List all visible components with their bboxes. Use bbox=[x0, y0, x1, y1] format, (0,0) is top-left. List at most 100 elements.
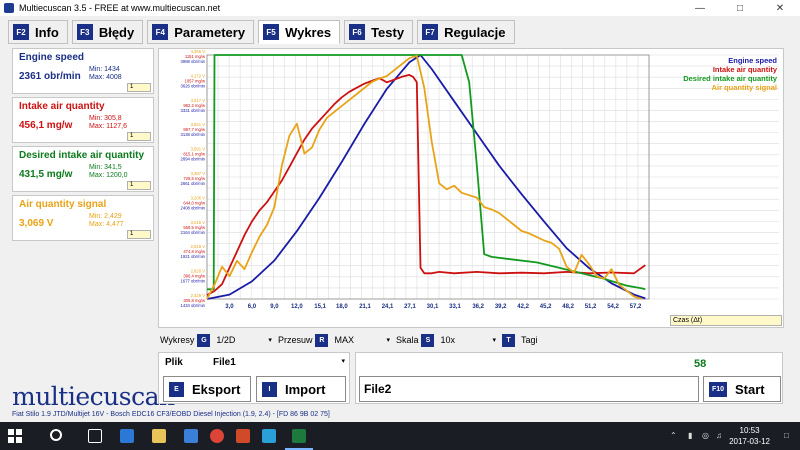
chrome-icon[interactable] bbox=[210, 429, 224, 443]
series-line bbox=[206, 54, 646, 300]
parameter-value: 456,1 mg/w bbox=[19, 120, 73, 131]
chevron-down-icon[interactable]: ▾ bbox=[268, 337, 272, 344]
wykresy-label: Wykresy bbox=[160, 335, 195, 345]
chevron-down-icon[interactable]: ▾ bbox=[386, 337, 390, 344]
parameter-scale-select[interactable]: 1 bbox=[127, 230, 151, 239]
title-bar: Multiecuscan 3.5 - FREE at www.multiecus… bbox=[0, 0, 800, 16]
x-tick-label: 51,2 bbox=[585, 304, 597, 310]
parameter-air-quantity-signal: Air quantity signal 3,069 V Min: 2,429 M… bbox=[12, 195, 154, 241]
notification-icon[interactable]: □ bbox=[784, 431, 789, 440]
tab-regulacje[interactable]: F7 Regulacje bbox=[417, 20, 515, 44]
edge-icon[interactable] bbox=[120, 429, 134, 443]
photos-icon[interactable] bbox=[262, 429, 276, 443]
cortana-icon[interactable] bbox=[50, 429, 62, 441]
y-tick-label: 2164 obr/min bbox=[181, 230, 206, 235]
network-icon[interactable]: ◎ bbox=[702, 431, 709, 440]
taskbar-clock[interactable]: 10:53 2017-03-12 bbox=[729, 425, 770, 447]
y-tick-label: 1677 obr/min bbox=[181, 279, 206, 284]
start-key: F10 bbox=[709, 381, 727, 397]
tab-info[interactable]: F2 Info bbox=[8, 20, 68, 44]
x-tick-label: 12,0 bbox=[291, 304, 303, 310]
parameter-name: Desired intake air quantity bbox=[19, 150, 145, 161]
y-tick-label: 897,7 mg/w bbox=[183, 127, 206, 132]
wykresy-key-button[interactable]: G bbox=[197, 333, 211, 347]
skala-key-button[interactable]: S bbox=[421, 333, 435, 347]
parameter-name: Intake air quantity bbox=[19, 101, 105, 112]
parameter-scale-select[interactable]: 1 bbox=[127, 132, 151, 141]
export-key: E bbox=[169, 381, 184, 397]
file-explorer-icon[interactable] bbox=[152, 429, 166, 443]
tab-label: Błędy bbox=[98, 24, 135, 40]
app-icon[interactable] bbox=[236, 429, 250, 443]
maximize-icon[interactable]: □ bbox=[736, 2, 744, 14]
parameter-min: Min: 2,429 bbox=[89, 213, 122, 220]
battery-icon[interactable]: ▮ bbox=[688, 431, 693, 440]
tab-key: F3 bbox=[76, 24, 93, 40]
file-select[interactable]: File1 bbox=[213, 357, 236, 368]
y-tick-label: 1151 mg/w bbox=[185, 54, 206, 59]
time-axis-select[interactable]: Czas (Δt) bbox=[670, 315, 782, 326]
store-icon[interactable] bbox=[184, 429, 198, 443]
import-button[interactable]: I Import bbox=[256, 376, 346, 402]
tab-key: F6 bbox=[349, 24, 366, 40]
close-icon[interactable]: ✕ bbox=[775, 2, 785, 14]
import-key: I bbox=[262, 381, 277, 397]
tab-key: F5 bbox=[263, 24, 280, 40]
task-view-icon[interactable] bbox=[88, 429, 102, 443]
x-tick-label: 3,0 bbox=[225, 304, 234, 310]
parameter-max: Max: 4,477 bbox=[89, 221, 124, 228]
tab-wykres[interactable]: F5 Wykres bbox=[258, 20, 341, 44]
tab-testy[interactable]: F6 Testy bbox=[344, 20, 414, 44]
przesuw-value[interactable]: MAX bbox=[334, 335, 354, 345]
tab-bledy[interactable]: F3 Błędy bbox=[71, 20, 144, 44]
tab-parametery[interactable]: F4 Parametery bbox=[147, 20, 255, 44]
volume-icon[interactable]: ♫ bbox=[716, 431, 722, 440]
y-tick-label: 982,2 mg/w bbox=[183, 103, 206, 108]
x-tick-label: 9,0 bbox=[270, 304, 279, 310]
multiecuscan-task-icon[interactable] bbox=[292, 429, 306, 443]
y-tick-label: 1921 obr/min bbox=[181, 254, 206, 259]
y-tick-label: 305,8 mg/w bbox=[183, 298, 206, 303]
y-tick-label: 3,206 V bbox=[191, 195, 206, 200]
windows-start-icon[interactable] bbox=[8, 429, 22, 443]
parameter-scale-select[interactable]: 1 bbox=[127, 83, 151, 92]
y-tick-label: 390,4 mg/w bbox=[183, 274, 206, 279]
record-file-field[interactable]: File2 bbox=[359, 376, 699, 402]
y-tick-label: 644,0 mg/w bbox=[183, 200, 206, 205]
x-tick-label: 30,1 bbox=[427, 304, 439, 310]
chevron-down-icon[interactable]: ▾ bbox=[341, 358, 345, 365]
x-tick-label: 21,1 bbox=[359, 304, 371, 310]
chart-panel: 4,356 V 1151 mg/w 3988 obr/min 4,172 V 1057 … bbox=[158, 48, 784, 328]
x-tick-label: 33,1 bbox=[449, 304, 461, 310]
export-button[interactable]: E Eksport bbox=[163, 376, 251, 402]
parameter-value: 2361 obr/min bbox=[19, 71, 81, 82]
start-label: Start bbox=[735, 381, 765, 397]
x-tick-label: 39,2 bbox=[495, 304, 507, 310]
y-tick-label: 3,591 V bbox=[191, 147, 206, 152]
tagi-key-button[interactable]: T bbox=[502, 333, 515, 347]
skala-value[interactable]: 10x bbox=[440, 335, 455, 345]
legend-entry: Air quantity signal bbox=[712, 83, 777, 92]
series-line bbox=[206, 54, 642, 300]
minimize-icon[interactable]: — bbox=[695, 2, 705, 14]
tab-label: Wykres bbox=[285, 24, 332, 40]
chevron-up-icon[interactable]: ⌃ bbox=[670, 431, 677, 440]
przesuw-key-button[interactable]: R bbox=[315, 333, 329, 347]
y-tick-label: 3331 obr/min bbox=[181, 108, 206, 113]
tab-label: Parametery bbox=[174, 24, 246, 40]
parameter-desired-intake-air: Desired intake air quantity 431,5 mg/w M… bbox=[12, 146, 154, 192]
start-button[interactable]: F10 Start bbox=[703, 376, 781, 402]
parameter-name: Air quantity signal bbox=[19, 199, 107, 210]
legend-entry: Intake air quantity bbox=[713, 65, 778, 74]
parameter-max: Max: 1127,6 bbox=[89, 123, 128, 130]
import-label: Import bbox=[285, 381, 326, 397]
parameter-scale-select[interactable]: 1 bbox=[127, 181, 151, 190]
multiecuscan-logo: multiecuscan bbox=[12, 382, 175, 411]
wykresy-value[interactable]: 1/2D bbox=[216, 335, 236, 345]
tagi-label[interactable]: Tagi bbox=[521, 335, 538, 345]
chevron-down-icon[interactable]: ▾ bbox=[492, 337, 496, 344]
y-tick-label: 4,017 V bbox=[191, 98, 206, 103]
parameter-min: Min: 305,8 bbox=[89, 115, 122, 122]
y-tick-label: 3,821 V bbox=[191, 122, 206, 127]
taskbar: ⌃ ▮ ◎ ♫ 10:53 2017-03-12 □ bbox=[0, 422, 800, 450]
